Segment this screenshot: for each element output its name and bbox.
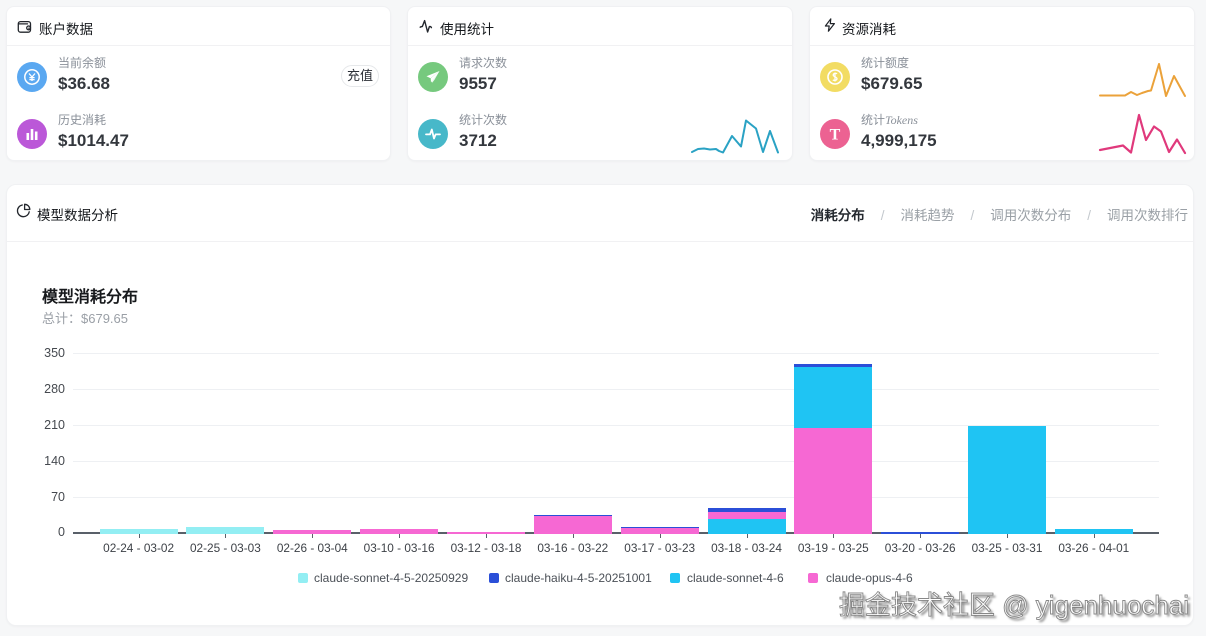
svg-text:T: T <box>830 127 841 144</box>
